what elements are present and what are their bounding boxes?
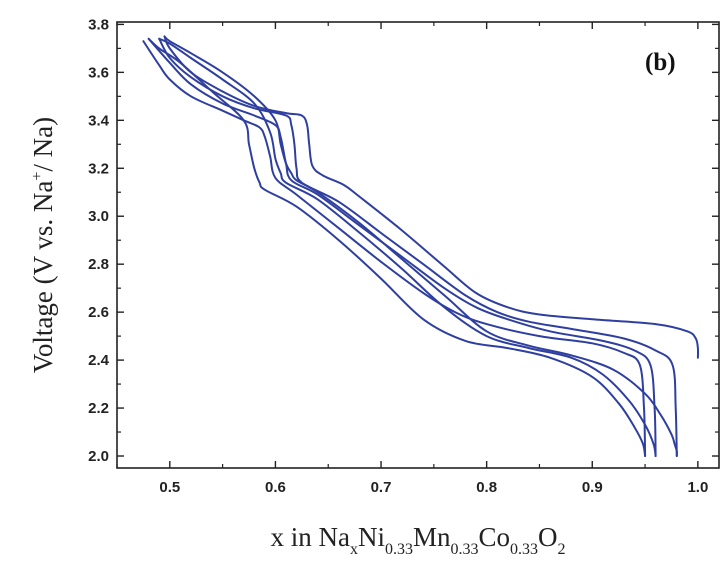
y-tick-label: 3.6 bbox=[88, 64, 109, 81]
x-tick-label: 0.8 bbox=[476, 479, 497, 496]
x-tick-label: 0.7 bbox=[371, 479, 392, 496]
series-line-1 bbox=[163, 35, 700, 359]
y-tick-label: 2.4 bbox=[88, 352, 110, 369]
y-tick-label: 2.0 bbox=[88, 448, 109, 465]
y-tick-label: 3.4 bbox=[88, 112, 110, 129]
x-axis-title-sub: 0.33 bbox=[450, 541, 478, 558]
axis-ticks bbox=[116, 22, 719, 468]
y-axis-title: Voltage (V vs. Na+/ Na) bbox=[28, 117, 58, 373]
series-line-3 bbox=[158, 37, 678, 457]
y-tick-label: 2.2 bbox=[88, 400, 109, 417]
y-tick-label: 3.8 bbox=[88, 16, 109, 33]
x-axis-title-part: Mn bbox=[413, 522, 451, 552]
x-tick-label: 0.6 bbox=[265, 479, 286, 496]
y-axis-title-sup: + bbox=[29, 172, 46, 181]
x-axis-title-part: O bbox=[538, 522, 558, 552]
series-line-7 bbox=[142, 40, 647, 457]
x-axis-title-part: x in Na bbox=[270, 522, 350, 552]
x-axis-title-part: Ni bbox=[358, 522, 385, 552]
x-axis-title-sub: 0.33 bbox=[385, 541, 413, 558]
x-axis-title-sub: 2 bbox=[558, 541, 566, 558]
x-axis-title-sub: x bbox=[350, 541, 358, 558]
series-layer bbox=[142, 35, 700, 457]
x-axis-title: x in NaxNi0.33Mn0.33Co0.33O2 bbox=[270, 522, 565, 558]
x-axis-title-sub: 0.33 bbox=[510, 541, 538, 558]
x-tick-label: 0.9 bbox=[582, 479, 603, 496]
y-tick-label: 2.6 bbox=[88, 304, 109, 321]
y-tick-label: 3.0 bbox=[88, 208, 109, 225]
y-axis-title-part: Voltage (V vs. Na bbox=[28, 181, 58, 373]
tick-labels: 0.5 0.6 0.7 0.8 0.9 1.0 2.0 2.2 2.4 2.6 2.8 3.0 3.2 3… bbox=[88, 16, 708, 496]
series-line-6 bbox=[147, 37, 647, 457]
plot-frame bbox=[116, 21, 720, 469]
y-axis-title-part: / Na) bbox=[28, 117, 58, 172]
x-axis-title-part: Co bbox=[478, 522, 510, 552]
x-tick-label: 0.5 bbox=[159, 479, 180, 496]
y-tick-label: 2.8 bbox=[88, 256, 109, 273]
series-line-4 bbox=[158, 37, 657, 457]
x-tick-label: 1.0 bbox=[687, 479, 708, 496]
y-tick-label: 3.2 bbox=[88, 160, 109, 177]
panel-label: (b) bbox=[645, 49, 676, 76]
